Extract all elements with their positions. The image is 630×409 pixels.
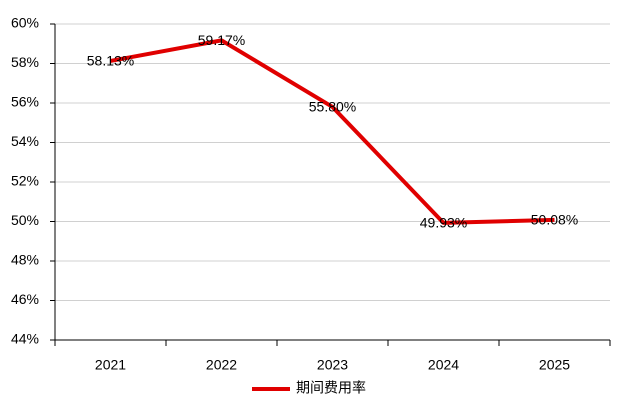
y-tick-label: 60%: [11, 15, 39, 31]
x-tick-label: 2021: [95, 357, 126, 373]
y-tick-label: 46%: [11, 291, 39, 307]
x-tick-label: 2022: [206, 357, 237, 373]
y-tick-label: 58%: [11, 54, 39, 70]
y-tick-label: 48%: [11, 252, 39, 268]
data-label: 49.93%: [420, 215, 467, 231]
y-tick-label: 52%: [11, 173, 39, 189]
legend-label: 期间费用率: [296, 380, 366, 396]
y-tick-label: 50%: [11, 212, 39, 228]
series-line: [110, 38, 555, 225]
data-label: 50.08%: [531, 212, 578, 228]
x-tick-label: 2023: [317, 357, 348, 373]
data-label: 59.17%: [198, 32, 245, 48]
x-tick-label: 2025: [539, 357, 570, 373]
y-tick-label: 56%: [11, 94, 39, 110]
y-tick-label: 44%: [11, 331, 39, 347]
y-tick-label: 54%: [11, 133, 39, 149]
data-label: 55.80%: [309, 99, 356, 115]
x-tick-label: 2024: [428, 357, 459, 373]
data-label: 58.13%: [87, 53, 134, 69]
